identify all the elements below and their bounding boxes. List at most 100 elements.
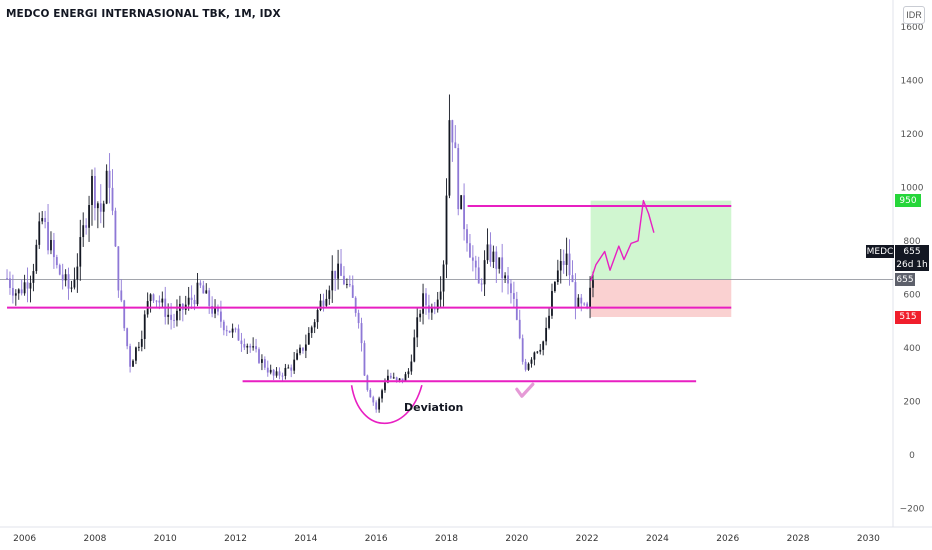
candle-body [246,345,249,348]
x-tick-label: 2024 [646,534,669,544]
candle-body [530,359,533,364]
candle-body [290,367,293,371]
candle-body [149,294,152,302]
candle-countdown-tag: 26d 1h [895,258,929,272]
candle-body [272,369,275,376]
candle-body [52,239,55,258]
candle-body [6,278,8,280]
candle-body [29,282,32,289]
candle-body [463,195,465,230]
candle-body [498,257,501,269]
candle-body [73,279,76,288]
y-axis: −200 0 200 400 600 800 1000 1200 1400 1600 [900,23,925,515]
candle-body [41,218,44,222]
current-price-tag: 655 [895,245,929,259]
x-tick-label: 2018 [435,534,458,544]
candle-body [105,170,108,204]
candle-body [58,265,61,275]
candle-body [548,315,550,328]
y-tick-label: 1000 [901,183,924,193]
candle-body [325,298,328,306]
candle-body [410,361,413,372]
candle-body [553,281,556,292]
candle-body [319,300,322,311]
candle-body [123,300,126,329]
y-tick-label: 200 [903,397,920,407]
candle-body [343,275,345,285]
candle-body [240,340,243,345]
candle-body [211,305,214,314]
candle-body [583,303,586,305]
candle-body [11,287,14,296]
candle-body [477,267,480,284]
candle-body [170,314,173,320]
candle-body [269,369,272,373]
candle-body [14,293,17,296]
y-tick-label: −200 [900,504,925,514]
candle-body [351,285,354,298]
candle-body [451,120,454,143]
candle-body [76,266,79,280]
candle-body [111,187,114,211]
y-tick-label: 1200 [901,130,924,140]
candle-body [425,293,427,306]
candle-body [571,275,574,283]
x-tick-label: 2006 [13,534,36,544]
candle-body [369,389,372,398]
candle-body [158,300,161,303]
candle-body [565,253,568,265]
candle-body [474,260,477,268]
x-tick-label: 2020 [505,534,528,544]
candle-body [99,203,102,212]
candle-body [252,346,255,348]
candle-body [419,313,422,318]
check-mark [515,382,535,398]
x-tick-label: 2016 [365,534,388,544]
candle-body [32,271,35,283]
candle-body [551,291,553,316]
candle-body [275,371,278,376]
candle-body [580,297,583,304]
candle-body [137,346,140,348]
candle-body [592,280,594,288]
candle-body [316,310,319,323]
candle-body [143,314,146,339]
candle-body [132,360,134,367]
y-tick-label: 400 [903,344,920,354]
candle-body [249,345,252,348]
candle-body [190,297,193,300]
candle-body [214,306,216,314]
candle-body [404,374,407,381]
candle-body [375,402,378,410]
candle-body [219,311,222,322]
candle-body [392,377,395,379]
candle-body [413,337,416,362]
candle-body [428,305,430,313]
currency-badge[interactable]: IDR [903,6,925,24]
candle-body [389,375,392,378]
candle-body [469,243,471,258]
current-price-value: 655 [903,246,921,257]
candle-body [386,375,389,383]
candle-body [354,297,357,313]
candle-body [173,319,175,321]
y-tick-label: 1600 [901,23,924,33]
candle-body [381,390,383,399]
candle-body [466,229,468,244]
candle-body [422,293,424,314]
candle-body [26,282,29,289]
candle-body [348,284,351,286]
candle-body [328,290,331,299]
candle-body [401,378,404,381]
candle-body [384,382,386,391]
y-tick-label: 600 [903,290,920,300]
candle-body [521,338,524,362]
candle-body [489,244,492,262]
candle-body [202,285,205,294]
candle-body [483,260,486,285]
trend-lines [7,199,732,424]
candle-body [398,378,401,381]
candle-body [234,328,237,330]
candle-body [524,361,527,370]
